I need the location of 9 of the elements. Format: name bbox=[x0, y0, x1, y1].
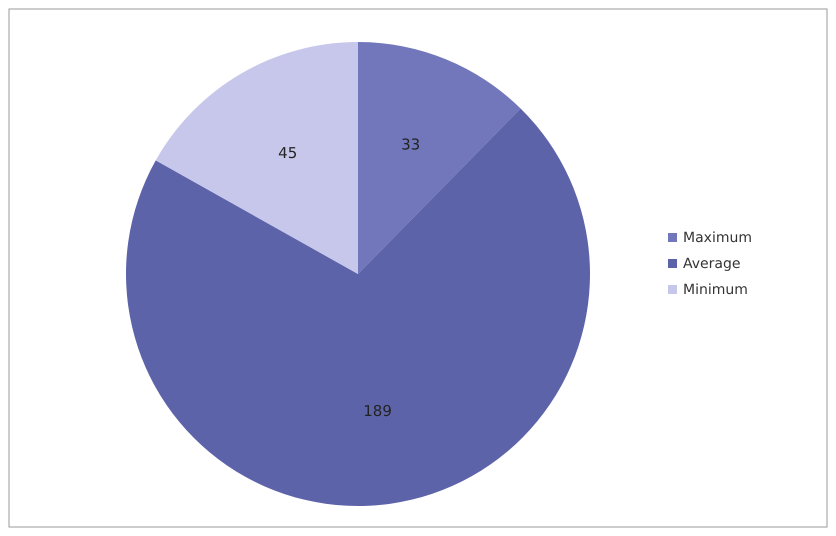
data-label: 45 bbox=[278, 144, 298, 162]
data-label: 189 bbox=[363, 402, 392, 420]
legend-label: Average bbox=[683, 256, 740, 272]
data-label: 33 bbox=[401, 135, 420, 154]
legend-label: Minimum bbox=[683, 282, 748, 298]
pie-slice bbox=[156, 42, 358, 274]
legend-label: Maximum bbox=[683, 230, 752, 246]
pie-slice bbox=[126, 108, 590, 506]
pie-slice bbox=[358, 42, 521, 274]
